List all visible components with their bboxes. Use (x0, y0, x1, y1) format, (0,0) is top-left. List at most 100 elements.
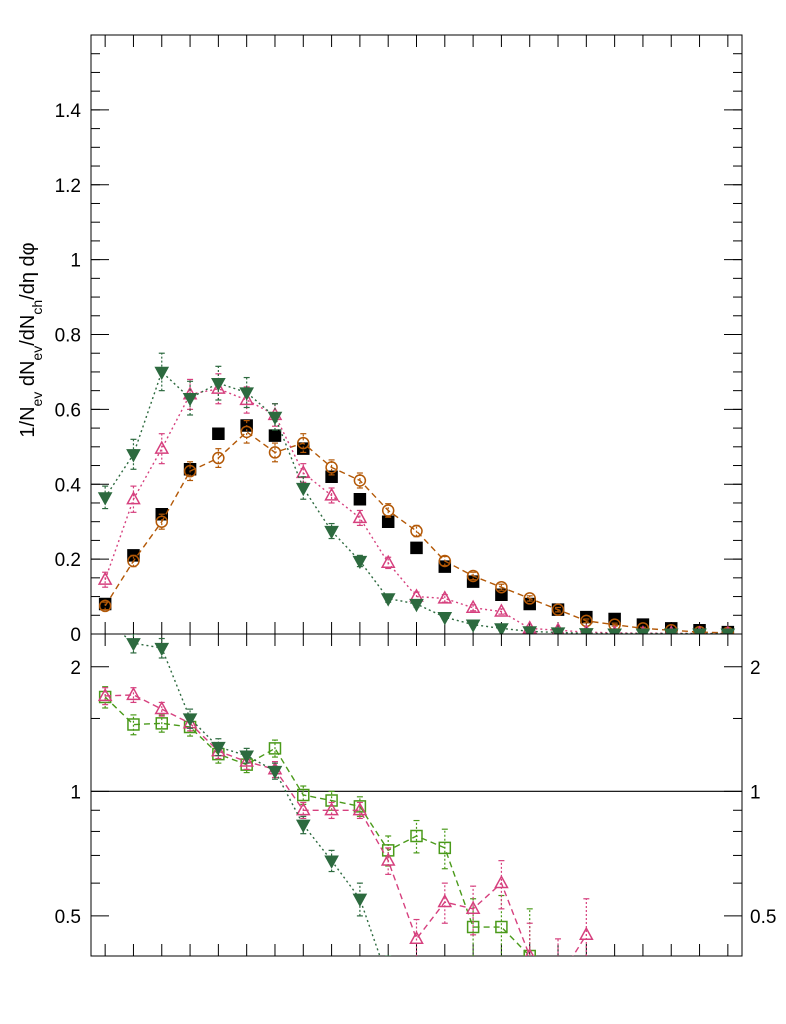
data-point (239, 750, 254, 764)
data-point (437, 590, 453, 604)
y-tick-label: 0.8 (55, 326, 81, 347)
data-point (97, 687, 113, 702)
data-point (324, 802, 339, 816)
data-point (410, 829, 423, 843)
data-point (239, 391, 254, 406)
data-point (438, 554, 452, 568)
data-point (267, 411, 283, 426)
data-point (720, 628, 736, 634)
ratio-panel: 0.5 0.5 1 1 2 2 (55, 633, 776, 987)
data-point (97, 492, 113, 506)
data-point (154, 700, 170, 715)
data-point (211, 380, 226, 394)
data-point (579, 926, 594, 940)
data-point (239, 753, 254, 767)
data-point (295, 802, 311, 816)
y-tick-label: 0.6 (55, 400, 81, 421)
data-point (410, 541, 423, 555)
data-point (523, 592, 536, 605)
series-0 (98, 686, 536, 956)
data-point (352, 802, 368, 816)
y-tick-label: 1.2 (55, 176, 81, 197)
series-line (105, 694, 587, 956)
data-point (211, 378, 226, 392)
data-point (268, 429, 282, 442)
data-point (127, 718, 140, 731)
data-point (126, 686, 141, 701)
series-line (104, 370, 728, 634)
data-point (495, 920, 508, 934)
y-tick-label-right: 0.5 (750, 907, 776, 928)
series-2 (121, 634, 394, 987)
y-tick-label: 0.4 (55, 475, 82, 496)
data-point (324, 525, 339, 540)
data-point (212, 427, 225, 440)
data-point (579, 628, 594, 634)
data-point (381, 504, 395, 517)
data-point (551, 603, 565, 616)
series-1 (97, 686, 594, 984)
data-point (127, 554, 140, 568)
data-point (466, 569, 480, 583)
data-point (663, 628, 679, 634)
data-point (522, 626, 538, 634)
data-point (267, 765, 283, 780)
data-point (154, 440, 170, 454)
data-point (353, 474, 367, 487)
data-point (465, 619, 481, 633)
data-point (353, 492, 367, 506)
data-point (523, 949, 536, 956)
data-point (268, 742, 282, 755)
data-point (438, 841, 452, 855)
data-point (692, 628, 707, 634)
data-point (381, 515, 395, 528)
y-tick-label-right: 1 (750, 782, 761, 803)
data-point (466, 920, 480, 934)
data-point (295, 482, 311, 497)
data-point (382, 976, 394, 987)
data-point (525, 947, 535, 956)
data-point (607, 628, 622, 634)
data-point (409, 598, 424, 613)
data-point (297, 436, 310, 450)
data-point (126, 449, 141, 463)
data-point (352, 893, 368, 907)
data-point (352, 509, 368, 524)
data-layer (97, 352, 736, 634)
data-point (380, 593, 396, 607)
data-point (211, 741, 226, 756)
data-point (494, 603, 509, 617)
data-point (437, 893, 453, 908)
data-point (154, 642, 170, 657)
y-tick-label: 1.4 (55, 101, 82, 122)
data-point (325, 461, 338, 474)
data-point (494, 874, 509, 889)
data-point (97, 571, 113, 585)
data-point (353, 800, 367, 813)
data-point (324, 855, 339, 869)
data-point (635, 628, 651, 634)
data-point (409, 930, 424, 945)
data-point (212, 451, 225, 465)
data-point (98, 599, 112, 613)
plot-frame (90, 633, 743, 957)
data-point (268, 446, 282, 459)
data-point (552, 973, 564, 984)
data-point (325, 794, 338, 807)
data-layer (97, 634, 594, 987)
series-line (104, 430, 728, 634)
series-line (121, 634, 381, 956)
data-point (324, 487, 339, 501)
y-axis-title: 1/Nev dNev/dNch/dη dφ (17, 242, 45, 437)
series-2 (97, 373, 733, 634)
data-point (325, 470, 338, 484)
data-point (495, 580, 508, 594)
data-point (297, 788, 310, 802)
data-point (183, 464, 197, 478)
data-point (465, 599, 481, 613)
data-point (410, 524, 423, 538)
series-3 (97, 352, 736, 634)
data-point (182, 713, 198, 727)
data-point (126, 491, 141, 505)
